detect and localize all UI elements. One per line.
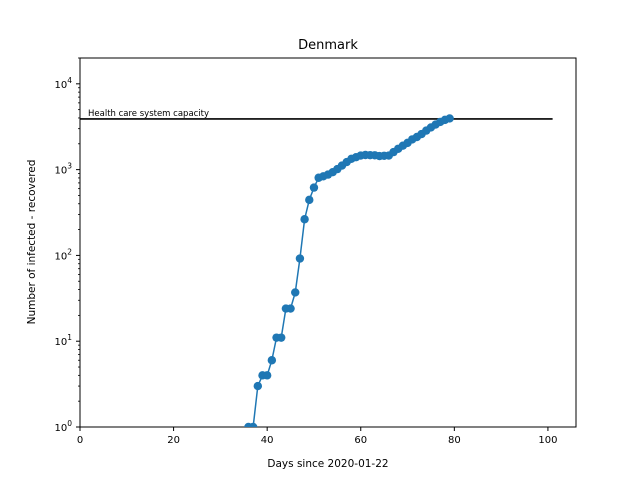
data-point: [267, 356, 277, 365]
x-tick-label: 60: [354, 435, 367, 446]
x-tick-label: 20: [167, 435, 180, 446]
x-tick-label: 100: [538, 435, 557, 446]
y-tick-label: 103: [54, 162, 72, 177]
data-point: [305, 195, 314, 205]
x-tick-label: 0: [77, 435, 83, 446]
y-tick-label: 104: [54, 76, 72, 91]
plot-area: 0 20 40 60 80 100 100 101 102 103 104 Health care s…: [54, 57, 577, 446]
data-point: [262, 371, 272, 380]
x-tick-label: 80: [448, 435, 461, 446]
data-point: [277, 333, 286, 342]
data-point: [295, 254, 305, 263]
data-point: [248, 422, 258, 427]
data-point: [286, 304, 295, 313]
data-point: [300, 215, 309, 224]
x-axis-label: Days since 2020-01-22: [267, 458, 388, 470]
y-tick-label: 102: [54, 247, 72, 262]
data-point: [291, 288, 300, 297]
y-tick-label: 101: [54, 333, 72, 348]
data-point: [253, 381, 263, 391]
x-tick-label: 40: [261, 435, 274, 446]
data-point: [309, 183, 319, 192]
capacity-label: Health care system capacity: [88, 109, 209, 119]
y-tick-label: 100: [54, 419, 72, 434]
chart-title: Denmark: [298, 38, 358, 53]
y-axis-label: Number of infected - recovered: [26, 160, 38, 325]
axes-frame: [79, 57, 577, 428]
data-point: [445, 114, 454, 123]
